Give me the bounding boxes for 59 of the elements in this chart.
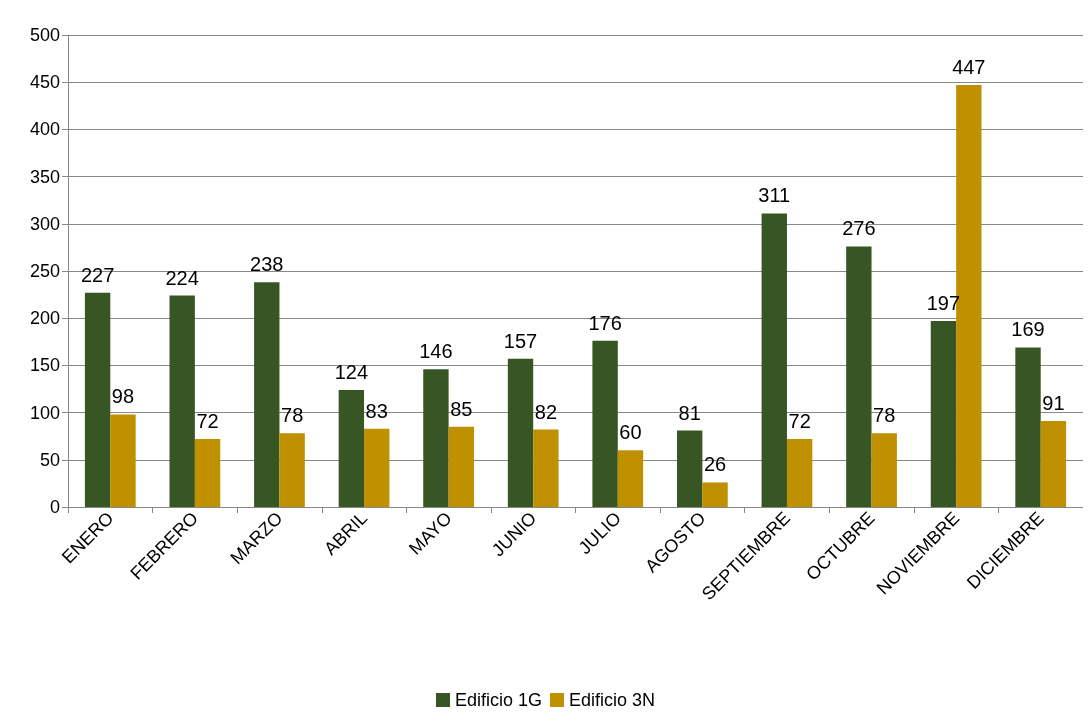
data-label: 311 [758, 184, 791, 207]
bar [533, 429, 559, 507]
bar [110, 414, 136, 507]
data-label: 447 [952, 56, 986, 79]
data-label: 224 [165, 266, 199, 289]
data-label: 157 [503, 329, 538, 352]
data-label: 176 [588, 311, 622, 334]
bar [1040, 421, 1067, 507]
bar [871, 433, 897, 507]
y-tick-label: 150 [29, 355, 60, 376]
data-label: 26 [703, 453, 727, 476]
data-label: 85 [450, 397, 473, 420]
data-label: 83 [365, 399, 388, 422]
y-tick-label: 450 [29, 72, 60, 93]
data-label: 60 [619, 421, 642, 444]
data-label: 98 [111, 385, 135, 408]
legend-label: Edificio 1G [454, 690, 543, 710]
data-label: 169 [1011, 318, 1045, 341]
bar [592, 340, 618, 507]
data-label: 124 [334, 360, 369, 383]
bar [507, 358, 534, 507]
y-tick-label: 200 [29, 308, 60, 329]
y-tick-label: 350 [29, 166, 60, 187]
data-label: 91 [1042, 392, 1065, 415]
bar [1015, 347, 1041, 507]
y-tick-label: 250 [29, 261, 60, 281]
bar [194, 439, 221, 507]
bar [617, 450, 644, 507]
bar [930, 321, 957, 507]
y-tick-label: 500 [29, 25, 60, 45]
bar [677, 430, 703, 507]
bar [448, 426, 474, 507]
data-label: 78 [873, 404, 896, 427]
y-tick-label: 400 [29, 119, 60, 140]
y-tick-label: 0 [49, 497, 60, 517]
bar [84, 292, 111, 507]
bar [279, 433, 305, 507]
bar [423, 369, 449, 507]
data-label: 238 [250, 253, 284, 276]
data-label: 276 [842, 217, 876, 240]
bar [846, 246, 872, 507]
legend-label: Edificio 3N [569, 690, 656, 710]
data-label: 81 [678, 401, 701, 424]
y-tick-label: 100 [29, 402, 60, 423]
data-label: 78 [281, 404, 304, 427]
data-label: 72 [196, 410, 219, 433]
bar [702, 482, 728, 507]
bar [338, 389, 365, 507]
y-tick-label: 300 [29, 213, 60, 234]
y-tick-label: 50 [39, 449, 60, 470]
bar [169, 295, 195, 507]
data-label: 227 [80, 263, 115, 286]
bar [254, 282, 280, 507]
data-label: 72 [788, 410, 811, 433]
bar [364, 428, 390, 507]
bar [761, 213, 787, 507]
bar [786, 439, 813, 507]
data-label: 82 [534, 400, 558, 423]
data-label: 146 [419, 340, 453, 363]
